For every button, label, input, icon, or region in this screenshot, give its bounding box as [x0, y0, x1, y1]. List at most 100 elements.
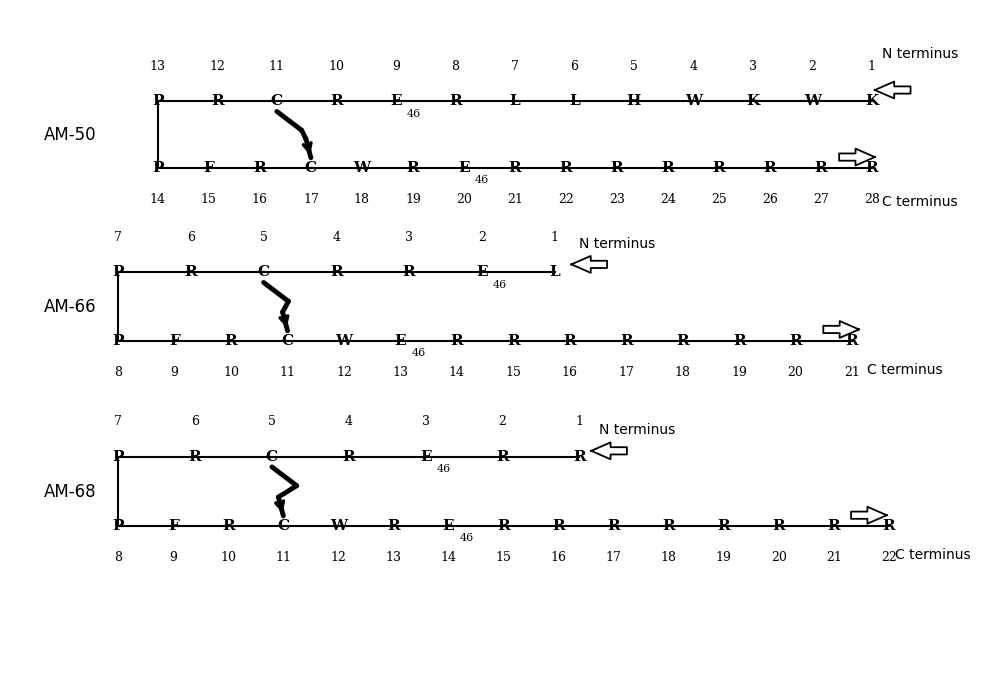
Text: C terminus: C terminus — [895, 549, 970, 562]
Text: P: P — [112, 450, 124, 464]
Text: 13: 13 — [150, 60, 166, 73]
Text: 9: 9 — [392, 60, 400, 73]
Text: L: L — [549, 265, 560, 280]
Text: P: P — [152, 94, 164, 109]
Text: 4: 4 — [345, 415, 353, 428]
Text: E: E — [390, 94, 402, 109]
Text: AM-68: AM-68 — [44, 483, 96, 501]
Polygon shape — [875, 81, 911, 98]
Text: P: P — [112, 334, 124, 348]
Text: 8: 8 — [451, 60, 459, 73]
Text: R: R — [552, 519, 565, 533]
Text: R: R — [882, 519, 895, 533]
Text: R: R — [573, 450, 586, 464]
Polygon shape — [839, 149, 875, 166]
Text: 18: 18 — [661, 551, 677, 564]
Text: R: R — [560, 161, 572, 175]
Text: L: L — [510, 94, 520, 109]
Text: 6: 6 — [191, 415, 199, 428]
Text: R: R — [662, 161, 674, 175]
Text: 20: 20 — [456, 194, 472, 206]
Text: 12: 12 — [336, 367, 352, 380]
Text: R: R — [407, 161, 419, 175]
Text: 16: 16 — [252, 194, 268, 206]
Text: W: W — [804, 94, 821, 109]
Text: E: E — [420, 450, 431, 464]
Text: 4: 4 — [689, 60, 697, 73]
Text: 5: 5 — [630, 60, 638, 73]
Text: 1: 1 — [575, 415, 583, 428]
Text: 6: 6 — [570, 60, 578, 73]
Text: R: R — [713, 161, 725, 175]
Text: E: E — [443, 519, 454, 533]
Text: R: R — [330, 94, 343, 109]
Text: R: R — [254, 161, 266, 175]
Text: 21: 21 — [507, 194, 523, 206]
Text: R: R — [496, 450, 509, 464]
Text: R: R — [717, 519, 730, 533]
Text: N terminus: N terminus — [579, 236, 656, 251]
Text: 1: 1 — [551, 231, 559, 244]
Text: 3: 3 — [749, 60, 757, 73]
Text: 25: 25 — [711, 194, 727, 206]
Text: E: E — [458, 161, 470, 175]
Text: N terminus: N terminus — [882, 48, 958, 62]
Text: 6: 6 — [187, 231, 195, 244]
Text: W: W — [330, 519, 347, 533]
Text: R: R — [772, 519, 785, 533]
Text: R: R — [611, 161, 623, 175]
Text: 26: 26 — [762, 194, 778, 206]
Text: 22: 22 — [558, 194, 574, 206]
Text: AM-66: AM-66 — [44, 298, 96, 316]
Text: 46: 46 — [411, 348, 426, 359]
Text: 7: 7 — [114, 415, 122, 428]
Text: 5: 5 — [260, 231, 268, 244]
Text: C: C — [277, 519, 289, 533]
Text: R: R — [866, 161, 878, 175]
Text: C: C — [271, 94, 283, 109]
Text: R: R — [846, 334, 858, 348]
Text: R: R — [815, 161, 827, 175]
Text: 1: 1 — [868, 60, 876, 73]
Text: 19: 19 — [731, 367, 747, 380]
Text: P: P — [112, 265, 124, 280]
Text: 18: 18 — [354, 194, 370, 206]
Text: 15: 15 — [505, 367, 521, 380]
Text: 17: 17 — [606, 551, 621, 564]
Text: 13: 13 — [392, 367, 408, 380]
Text: R: R — [451, 334, 463, 348]
Text: 13: 13 — [385, 551, 401, 564]
Text: 11: 11 — [269, 60, 285, 73]
Text: R: R — [330, 265, 343, 280]
Text: C: C — [258, 265, 270, 280]
Text: W: W — [335, 334, 353, 348]
Text: 16: 16 — [562, 367, 578, 380]
Text: 46: 46 — [437, 464, 451, 474]
Text: R: R — [662, 519, 675, 533]
Text: 5: 5 — [268, 415, 276, 428]
Text: 19: 19 — [405, 194, 421, 206]
Text: N terminus: N terminus — [599, 423, 675, 437]
Text: 2: 2 — [478, 231, 486, 244]
Polygon shape — [823, 321, 859, 338]
Text: E: E — [476, 265, 488, 280]
Text: 19: 19 — [716, 551, 732, 564]
Text: 4: 4 — [332, 231, 340, 244]
Text: 15: 15 — [201, 194, 217, 206]
Text: C: C — [305, 161, 317, 175]
Text: 9: 9 — [171, 367, 179, 380]
Text: R: R — [827, 519, 840, 533]
Text: C: C — [281, 334, 294, 348]
Text: E: E — [395, 334, 406, 348]
Text: 18: 18 — [675, 367, 691, 380]
Text: 46: 46 — [407, 109, 421, 119]
Text: 21: 21 — [826, 551, 842, 564]
Text: F: F — [169, 334, 180, 348]
Text: 22: 22 — [881, 551, 897, 564]
Polygon shape — [851, 507, 887, 524]
Text: 12: 12 — [330, 551, 346, 564]
Text: 17: 17 — [303, 194, 319, 206]
Text: R: R — [189, 450, 201, 464]
Text: W: W — [685, 94, 702, 109]
Text: R: R — [211, 94, 224, 109]
